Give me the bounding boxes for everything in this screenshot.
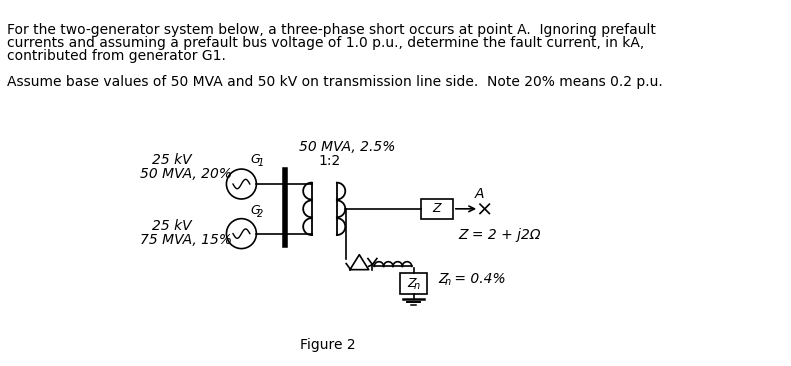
Text: Z: Z (433, 202, 441, 215)
Text: Z: Z (438, 272, 448, 287)
Text: n: n (414, 281, 419, 291)
Text: contributed from generator G1.: contributed from generator G1. (7, 49, 226, 63)
Text: Z = 2 + j2Ω: Z = 2 + j2Ω (459, 228, 541, 242)
Text: currents and assuming a prefault bus voltage of 1.0 p.u., determine the fault cu: currents and assuming a prefault bus vol… (7, 36, 645, 50)
Text: 25 kV: 25 kV (152, 219, 191, 233)
Text: 1:2: 1:2 (318, 154, 340, 168)
Text: = 0.4%: = 0.4% (450, 272, 505, 287)
Text: Z: Z (407, 277, 416, 290)
Text: 2: 2 (257, 209, 263, 219)
Text: 50 MVA, 2.5%: 50 MVA, 2.5% (300, 140, 396, 154)
Text: 25 kV: 25 kV (152, 153, 191, 167)
Text: 75 MVA, 15%: 75 MVA, 15% (140, 233, 233, 247)
Text: Assume base values of 50 MVA and 50 kV on transmission line side.  Note 20% mean: Assume base values of 50 MVA and 50 kV o… (7, 75, 663, 90)
Text: 50 MVA, 20%: 50 MVA, 20% (140, 167, 233, 181)
Bar (421, 198, 453, 219)
Text: G: G (251, 153, 260, 166)
Bar (400, 273, 426, 294)
Text: n: n (445, 277, 451, 287)
Text: G: G (251, 204, 260, 217)
Text: For the two-generator system below, a three-phase short occurs at point A.  Igno: For the two-generator system below, a th… (7, 23, 657, 37)
Text: A: A (475, 187, 484, 201)
Text: 1: 1 (257, 158, 263, 168)
Text: Figure 2: Figure 2 (300, 339, 355, 352)
